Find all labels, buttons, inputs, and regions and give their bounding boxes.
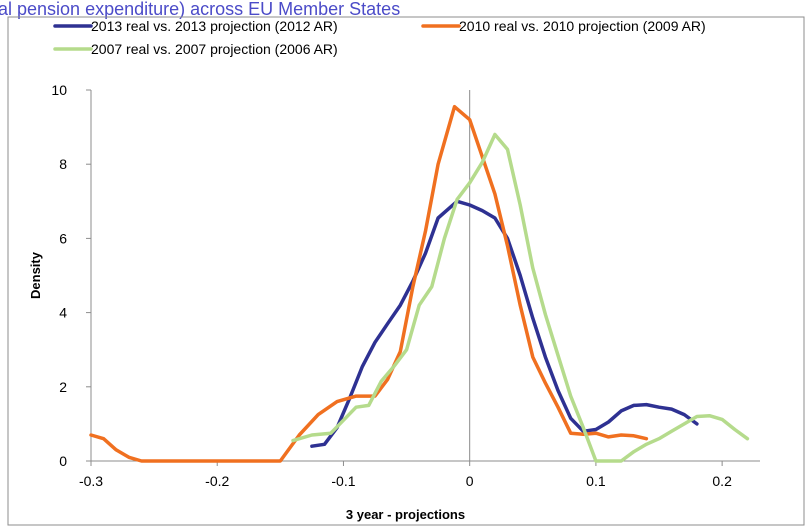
chart-frame — [7, 16, 805, 526]
x-tick-label: 0.2 — [712, 473, 732, 489]
y-tick-label: 10 — [51, 82, 67, 98]
y-tick-label: 2 — [59, 379, 67, 395]
x-tick-label: -0.2 — [205, 473, 229, 489]
series-group — [89, 104, 750, 463]
y-axis-title: Density — [28, 251, 43, 299]
legend-label-1: 2013 real vs. 2013 projection (2012 AR) — [91, 18, 338, 34]
series-line-2 — [89, 104, 649, 463]
x-tick-label: 0.1 — [586, 473, 606, 489]
axes: 0 2 4 6 8 10 -0.3 -0.2 -0.1 0 0.1 0.2 — [51, 82, 760, 489]
legend-label-2: 2010 real vs. 2010 projection (2009 AR) — [459, 18, 706, 34]
x-tick-label: 0 — [466, 473, 474, 489]
series-line-3 — [291, 132, 750, 463]
y-tick-label: 4 — [59, 305, 67, 321]
y-tick-label: 8 — [59, 156, 67, 172]
y-tick-label: 0 — [59, 453, 67, 469]
x-tick-label: -0.1 — [331, 473, 355, 489]
x-axis-title: 3 year - projections — [346, 507, 465, 522]
y-tick-label: 6 — [59, 230, 67, 246]
legend-label-3: 2007 real vs. 2007 projection (2006 AR) — [91, 41, 338, 57]
legend: 2013 real vs. 2013 projection (2012 AR) 2… — [53, 18, 706, 57]
clipped-heading: al pension expenditure) across EU Member… — [0, 0, 400, 19]
x-tick-label: -0.3 — [79, 473, 103, 489]
